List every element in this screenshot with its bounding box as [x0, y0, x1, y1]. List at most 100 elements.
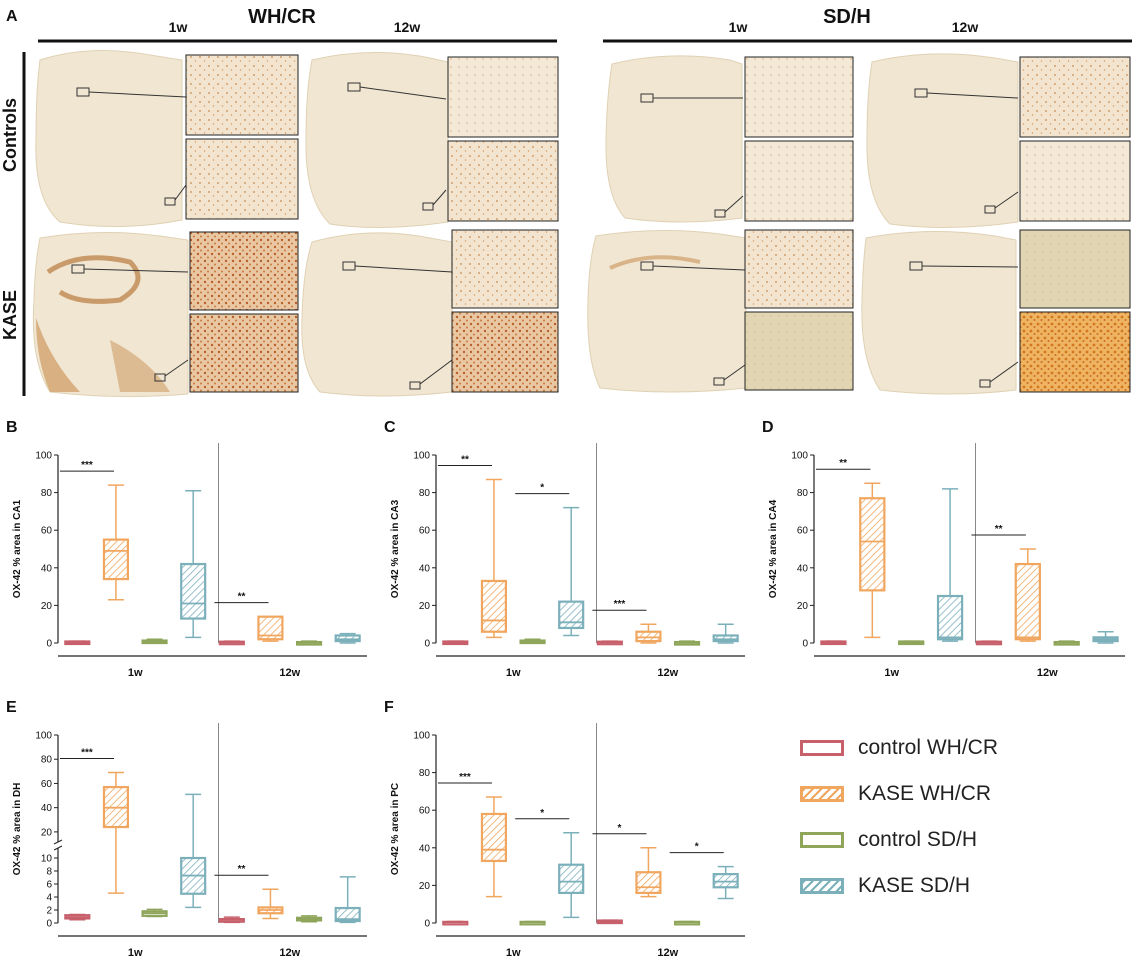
y-tick-label: 80 — [419, 768, 431, 779]
x-group-label: 12w — [657, 947, 678, 959]
time-header-sdh-1w: 1w — [729, 19, 748, 35]
inset-sdh-12w-kase-ca1 — [1019, 229, 1131, 309]
y-tick-label: 0 — [424, 639, 430, 650]
y-tick-label: 0 — [424, 919, 430, 930]
x-group-label: 1w — [128, 667, 143, 679]
y-tick-label: 40 — [41, 563, 53, 574]
sig-label: ** — [238, 864, 246, 875]
row-label-controls: Controls — [0, 98, 20, 172]
legend-item: control WH/CR — [800, 726, 1100, 770]
legend-label: KASE SD/H — [858, 874, 971, 897]
box — [257, 615, 284, 641]
y-tick-label: 80 — [419, 488, 431, 499]
y-axis-label: OX-42 % area in CA4 — [768, 499, 779, 598]
time-header-whcr-12w: 12w — [394, 19, 421, 35]
x-group-label: 12w — [1037, 667, 1058, 679]
inset-whcr-1w-control-ca1 — [185, 54, 299, 136]
sig-label: *** — [459, 772, 471, 783]
row-label-kase: KASE — [0, 290, 20, 340]
inset-whcr-12w-control-dh — [447, 140, 559, 222]
y-tick-label: 60 — [41, 779, 53, 790]
slice-sdh-12w-kase — [861, 230, 1019, 395]
legend-item: KASE SD/H — [800, 864, 1100, 908]
y-tick-label: 80 — [797, 488, 809, 499]
panel-label-a: A — [6, 8, 18, 25]
y-tick-label: 80 — [41, 488, 53, 499]
strain-header-whcr: WH/CR — [248, 6, 316, 28]
sig-label: * — [540, 483, 544, 494]
y-tick-label: 60 — [419, 526, 431, 537]
panel-label: F — [384, 699, 394, 716]
inset-sdh-12w-kase-dh — [1019, 311, 1131, 393]
y-axis-label: OX-42 % area in CA1 — [12, 499, 23, 598]
inset-whcr-1w-kase-ca1 — [189, 231, 299, 311]
inset-sdh-1w-control-dh — [744, 140, 854, 222]
inset-sdh-1w-control-ca1 — [744, 56, 854, 138]
x-group-label: 1w — [128, 947, 143, 959]
box — [859, 497, 886, 592]
slice-whcr-12w-control — [305, 51, 449, 229]
y-tick-label: 100 — [35, 451, 52, 462]
inset-whcr-1w-kase-dh — [189, 313, 299, 393]
y-axis-label: OX-42 % area in CA3 — [390, 499, 401, 598]
y-tick-label: 0 — [802, 639, 808, 650]
box — [1014, 562, 1041, 641]
y-tick-label: 100 — [791, 451, 808, 462]
y-tick-label: 20 — [41, 827, 53, 838]
sig-label: ** — [461, 454, 469, 465]
y-axis-label: OX-42 % area in DH — [12, 783, 23, 876]
legend-label: control SD/H — [858, 828, 978, 851]
axis-break-mark — [53, 845, 63, 851]
x-group-label: 1w — [506, 667, 521, 679]
slice-whcr-12w-kase — [301, 232, 453, 397]
y-tick-label: 0 — [46, 639, 52, 650]
sig-label: *** — [81, 748, 93, 759]
x-group-label: 1w — [506, 947, 521, 959]
slice-sdh-12w-control — [866, 53, 1019, 229]
y-tick-label: 60 — [797, 526, 809, 537]
legend-swatch — [800, 786, 844, 802]
panel-label: E — [6, 699, 17, 716]
legend-swatch — [800, 832, 844, 848]
x-group-label: 12w — [279, 947, 300, 959]
axis-break-mark — [53, 839, 63, 845]
legend-item: control SD/H — [800, 818, 1100, 862]
panel-label: C — [384, 419, 396, 436]
x-group-label: 12w — [657, 667, 678, 679]
panel-label: D — [762, 419, 774, 436]
strain-header-sdh: SD/H — [823, 6, 871, 28]
box — [936, 594, 964, 641]
sig-label: * — [540, 808, 544, 819]
x-group-label: 12w — [279, 667, 300, 679]
box — [334, 634, 361, 643]
inset-sdh-12w-control-ca1 — [1019, 56, 1131, 138]
box — [558, 863, 585, 895]
slice-whcr-1w-control — [35, 50, 187, 228]
time-header-whcr-1w: 1w — [169, 19, 188, 35]
chart-d: D 0 20 40 60 80 100 OX-42 % area in CA4 1w 12w ** *… — [762, 419, 1125, 679]
inset-whcr-12w-kase-dh — [451, 311, 559, 393]
box — [480, 812, 508, 863]
box — [102, 538, 130, 581]
inset-whcr-12w-kase-ca1 — [451, 229, 559, 309]
box — [635, 630, 662, 643]
legend-label: control WH/CR — [858, 736, 999, 759]
panel-a-histology: A WH/CR SD/H 1w 12w 1w 12w Controls KASE — [0, 6, 1132, 398]
box — [635, 871, 662, 895]
sig-label: ** — [995, 524, 1003, 535]
inset-whcr-12w-control-ca1 — [447, 56, 559, 138]
legend-swatch — [800, 740, 844, 756]
y-tick-label: 20 — [41, 601, 53, 612]
box — [480, 579, 508, 633]
slice-whcr-1w-kase — [32, 231, 189, 398]
box — [712, 873, 739, 889]
y-tick-label: 0 — [46, 919, 52, 930]
legend-swatch — [800, 878, 844, 894]
box — [558, 600, 585, 630]
chart-e: E 0 2 4 6 8 10 20 40 60 80 100 OX-42 % area in DH 1w 1… — [6, 699, 367, 959]
y-tick-label: 8 — [46, 867, 52, 878]
y-tick-label: 100 — [35, 731, 52, 742]
inset-whcr-1w-control-dh — [185, 138, 299, 220]
y-tick-label: 4 — [46, 893, 52, 904]
